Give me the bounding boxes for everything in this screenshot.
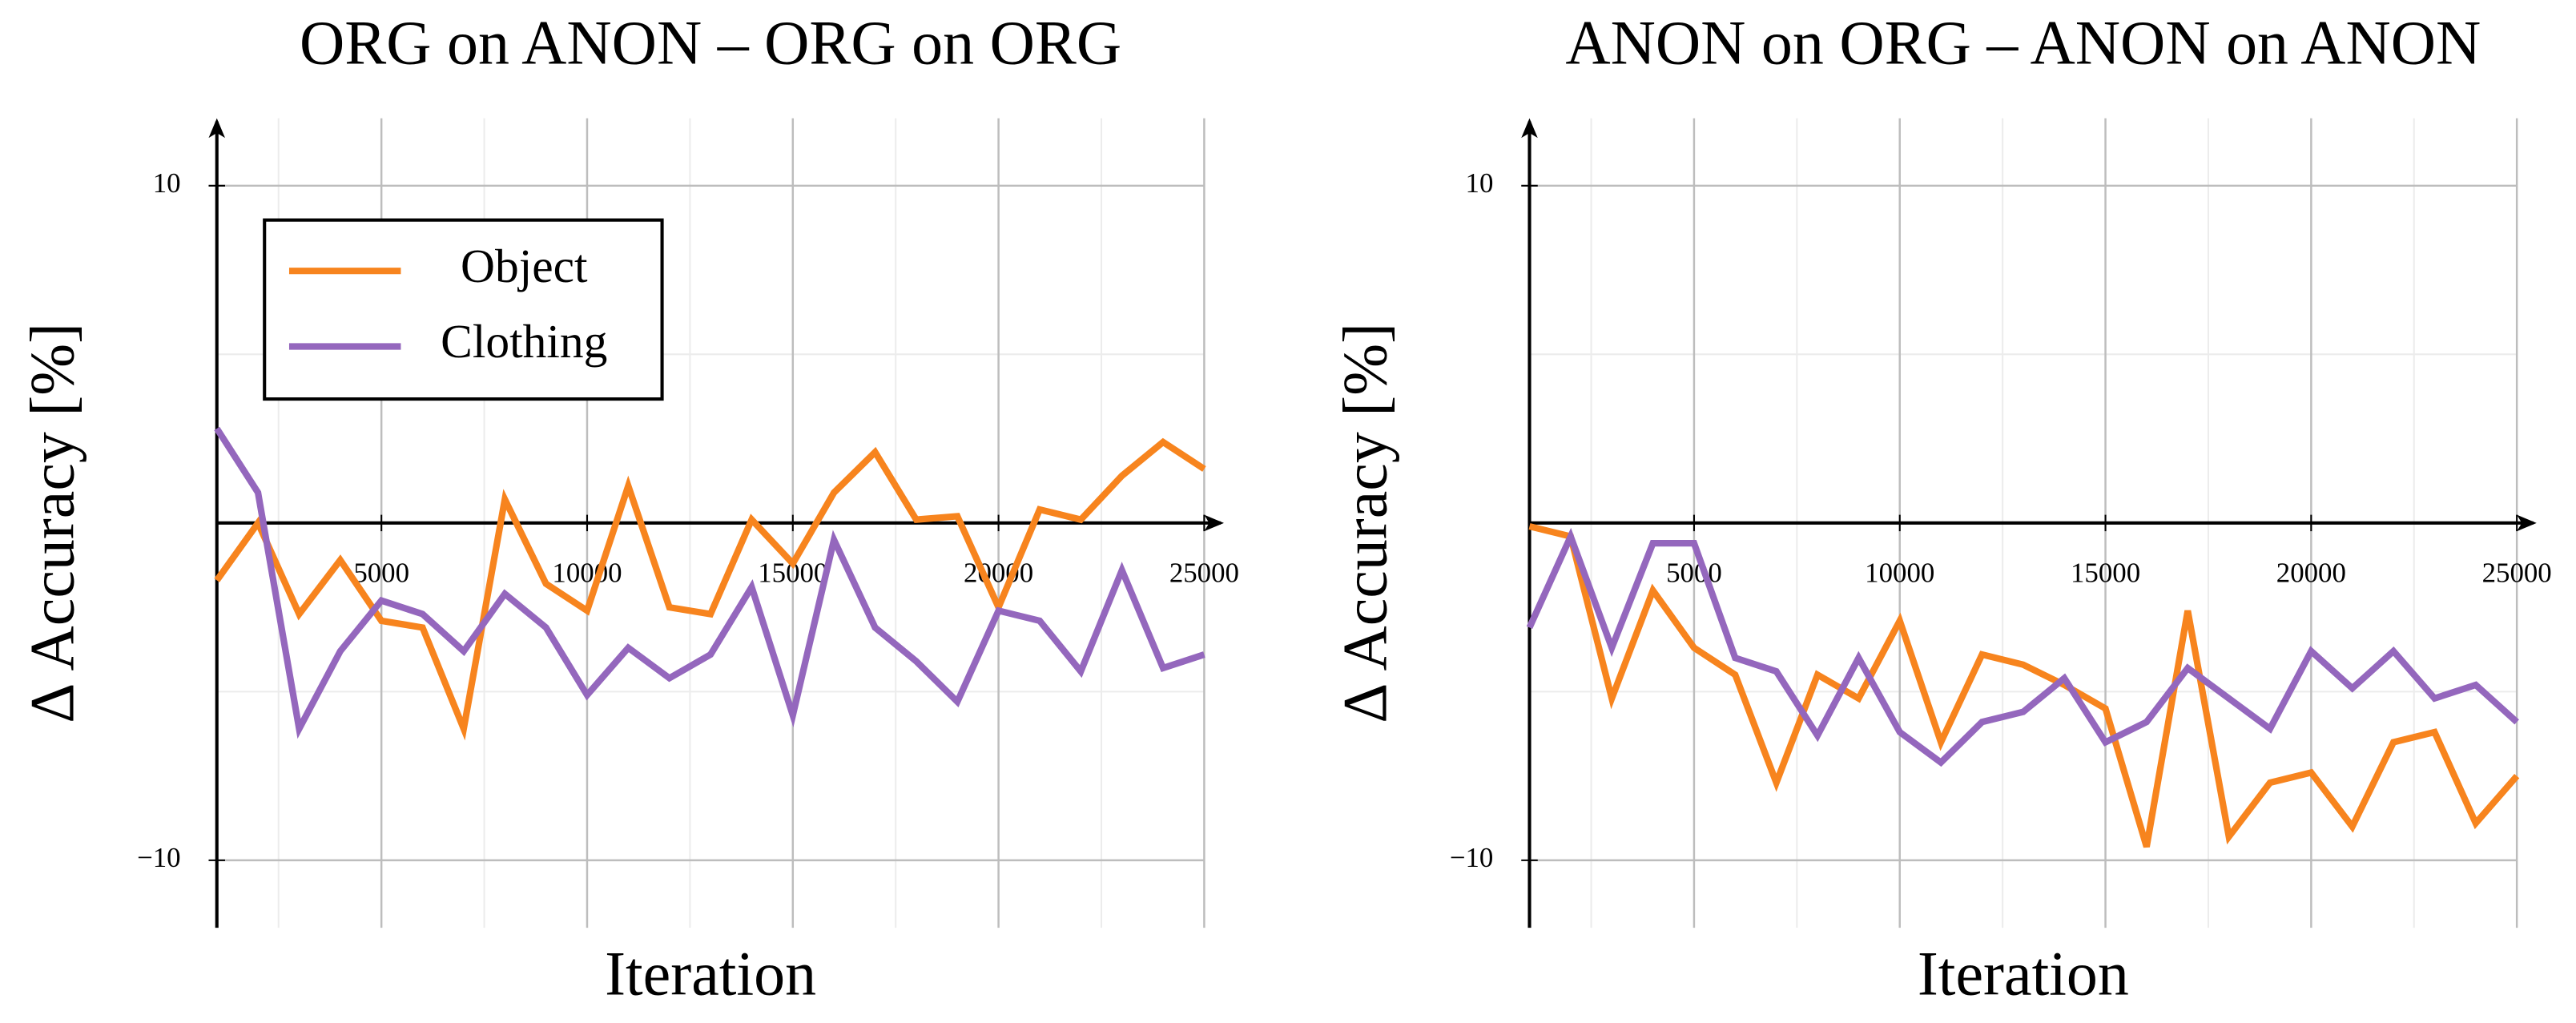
y-tick-label: −10: [1450, 842, 1494, 873]
y-tick-label: 10: [153, 167, 181, 199]
y-axis-arrow: [1521, 118, 1538, 139]
x-tick-label: 15000: [2071, 557, 2140, 588]
x-tick-label: 10000: [552, 557, 622, 588]
data-line: [214, 426, 1205, 739]
x-tick-label: 5000: [1666, 557, 1722, 588]
y-axis-label: Δ Accuracy [%]: [1330, 323, 1399, 723]
legend: Object Clothing: [263, 218, 664, 401]
x-axis-arrow: [1204, 514, 1225, 532]
x-tick-label: 25000: [1169, 557, 1239, 588]
chart-title: ORG on ANON – ORG on ORG: [300, 8, 1121, 77]
chart-title: ANON on ORG – ANON on ANON: [1565, 8, 2481, 77]
x-tick-label: 20000: [2276, 557, 2346, 588]
y-tick-label: 10: [1466, 167, 1494, 199]
legend-label: Object: [461, 240, 588, 292]
y-tick-label: −10: [137, 842, 181, 873]
x-tick-label: 10000: [1865, 557, 1934, 588]
legend-label: Clothing: [441, 315, 607, 368]
y-axis-label: Δ Accuracy [%]: [18, 323, 87, 723]
data-line: [1528, 523, 2520, 848]
x-axis-arrow: [2517, 514, 2537, 532]
data-line: [214, 437, 1206, 741]
x-tick-label: 5000: [353, 557, 409, 588]
panel: ANON on ORG – ANON on ANON 5000 10000 15000…: [1330, 8, 2551, 1008]
x-tick-label: 20000: [964, 557, 1033, 588]
x-axis-label: Iteration: [1918, 940, 2129, 1009]
legend-box: [263, 218, 664, 401]
y-axis-arrow: [208, 118, 225, 139]
x-tick-label: 25000: [2482, 557, 2552, 588]
x-axis-label: Iteration: [605, 940, 816, 1009]
data-line: [1526, 527, 2519, 767]
